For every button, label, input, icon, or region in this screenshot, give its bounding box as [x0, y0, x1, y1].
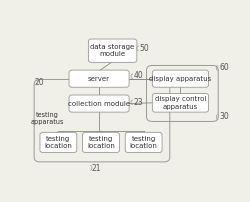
FancyBboxPatch shape — [69, 70, 129, 87]
FancyBboxPatch shape — [152, 70, 208, 87]
Text: display apparatus: display apparatus — [149, 76, 212, 82]
FancyBboxPatch shape — [88, 39, 137, 62]
Text: testing
location: testing location — [130, 136, 158, 149]
Text: display control
apparatus: display control apparatus — [155, 96, 206, 109]
Text: testing
apparatus: testing apparatus — [31, 112, 64, 125]
Text: 23: 23 — [134, 98, 143, 107]
Text: 40: 40 — [134, 71, 143, 80]
FancyBboxPatch shape — [69, 95, 129, 112]
Text: 21: 21 — [91, 164, 101, 173]
FancyBboxPatch shape — [152, 94, 208, 112]
Text: 50: 50 — [139, 44, 149, 53]
Text: 20: 20 — [34, 78, 44, 87]
Text: testing
location: testing location — [87, 136, 115, 149]
Text: server: server — [88, 76, 110, 82]
Text: testing
location: testing location — [44, 136, 72, 149]
Text: 30: 30 — [219, 112, 229, 121]
FancyBboxPatch shape — [40, 132, 77, 153]
Text: collection module: collection module — [68, 101, 130, 107]
FancyBboxPatch shape — [125, 132, 162, 153]
Text: data storage
module: data storage module — [90, 44, 135, 57]
Text: 60: 60 — [219, 63, 229, 72]
FancyBboxPatch shape — [82, 132, 120, 153]
